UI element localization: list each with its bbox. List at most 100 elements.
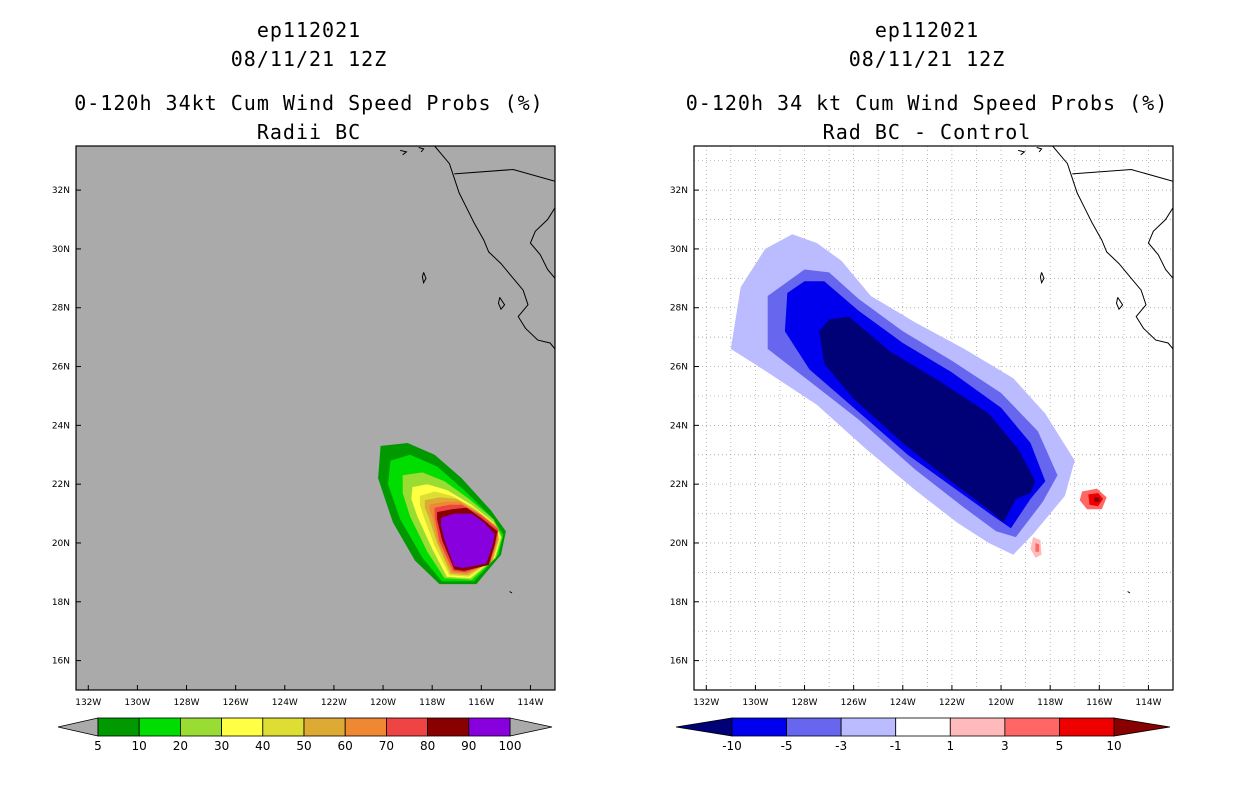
right-contour-plus10 [1094,497,1100,502]
right-xtick-label: 124W [890,698,916,708]
left-island-4 [497,297,506,311]
left-island-2 [400,149,408,156]
right-colorbar-label: 10 [1106,739,1121,753]
left-title-storm-id: ep112021 [256,18,362,42]
right-colorbar-box [840,717,897,737]
left-ytick-label: 32N [52,186,70,196]
right-ytick-label: 24N [670,421,688,431]
left-ytick-label: 24N [52,421,70,431]
right-ytick-label: 18N [670,598,688,608]
left-colorbar-label: 20 [173,739,188,753]
right-ytick-label: 20N [670,539,688,549]
left-colorbar-label: 80 [420,739,435,753]
left-xtick-label: 120W [370,698,396,708]
right-colorbar-box [1059,717,1115,737]
left-probability-map: 132W 130W 128W 126W 124W 122W 120W 118W 116W 114W… [52,145,556,753]
left-colorbar-label: 100 [499,739,522,753]
left-title-product: 0-120h 34kt Cum Wind Speed Probs (%) [74,91,544,115]
left-coastline [433,146,555,350]
left-colorbar-label: 90 [461,739,476,753]
right-panel: ep112021 08/11/21 12Z 0-120h 34 kt Cum W… [618,0,1236,800]
left-colorbar-box [385,717,428,737]
right-colorbar-box [1004,717,1060,737]
right-xtick-label: 116W [1086,698,1112,708]
right-xtick-label: 126W [841,698,867,708]
right-difference-map: 132W 130W 128W 126W 124W 122W 120W 118W 116W 114W… [670,145,1174,753]
left-xtick-label: 128W [173,698,199,708]
left-colorbar-high-arrow [509,717,553,737]
right-colorbar-box [949,717,1006,737]
right-xtick-label: 128W [791,698,817,708]
left-ytick-label: 22N [52,480,70,490]
left-xtick-label: 116W [468,698,494,708]
left-title-date: 08/11/21 12Z [230,47,388,71]
right-colorbar-box [895,717,951,737]
left-colorbar-box [468,717,511,737]
left-colorbar-box [138,717,181,737]
left-xtick-label: 114W [517,698,543,708]
left-colorbar-low-arrow [57,717,99,737]
left-colorbar-label: 60 [338,739,353,753]
right-plot-frame [693,145,1174,691]
right-xtick-label: 132W [693,698,719,708]
right-xtick-label: 118W [1037,698,1063,708]
right-colorbar-label: 3 [1001,739,1009,753]
right-colorbar-label: 5 [1056,739,1064,753]
left-colorbar-label: 40 [255,739,270,753]
left-us-mexico-border [454,168,555,182]
right-ytick-label: 16N [670,657,688,667]
left-colorbar-box [262,717,305,737]
left-ytick-label: 26N [52,363,70,373]
left-colorbar-label: 70 [379,739,394,753]
left-island-5 [509,591,513,594]
left-colorbar-box [221,717,264,737]
right-xtick-label: 130W [742,698,768,708]
right-colorbar-label: -3 [835,739,847,753]
right-colorbar-low-arrow [675,717,733,737]
left-colorbar-label: 5 [94,739,102,753]
right-us-mexico-border [1072,168,1173,182]
right-island-2 [1018,149,1026,156]
right-contour-minus10 [819,316,1036,523]
left-colorbar-box [179,717,222,737]
left-plot-background [76,146,555,690]
right-island-3 [1039,272,1045,285]
right-ytick-label: 22N [670,480,688,490]
right-xtick-label: 120W [988,698,1014,708]
right-colorbar-label: -5 [781,739,793,753]
left-ytick-label: 18N [52,598,70,608]
right-difference-contours [694,146,1173,690]
left-gulf-coastline [529,207,555,279]
left-colorbar-label: 10 [132,739,147,753]
left-island-1 [418,147,425,153]
right-ytick-label: 26N [670,363,688,373]
left-ytick-label: 30N [52,245,70,255]
left-xtick-label: 126W [223,698,249,708]
right-title-storm-id: ep112021 [874,18,980,42]
right-xtick-label: 122W [939,698,965,708]
right-island-5 [1127,591,1131,594]
left-xtick-label: 118W [419,698,445,708]
left-colorbar-box [97,717,140,737]
right-island-1 [1036,147,1043,153]
right-colorbar-high-arrow [1113,717,1171,737]
left-colorbar-box [427,717,470,737]
left-plot-frame [75,145,556,691]
left-colorbar-label: 30 [214,739,229,753]
left-probability-contours [378,146,555,594]
right-xtick-label: 114W [1135,698,1161,708]
left-xtick-label: 130W [124,698,150,708]
right-coastline [1051,146,1173,350]
right-title-subtitle: Rad BC - Control [822,120,1032,144]
right-colorbar-box [731,717,787,737]
left-ytick-label: 20N [52,539,70,549]
right-title-product: 0-120h 34 kt Cum Wind Speed Probs (%) [685,91,1169,115]
right-ytick-label: 32N [670,186,688,196]
left-colorbar-box [344,717,387,737]
left-panel: ep112021 08/11/21 12Z 0-120h 34kt Cum Wi… [52,18,556,753]
right-colorbar-label: -1 [890,739,902,753]
left-ytick-label: 16N [52,657,70,667]
left-contour-90 [440,513,495,568]
right-colorbar-box [786,717,842,737]
left-xtick-label: 124W [272,698,298,708]
